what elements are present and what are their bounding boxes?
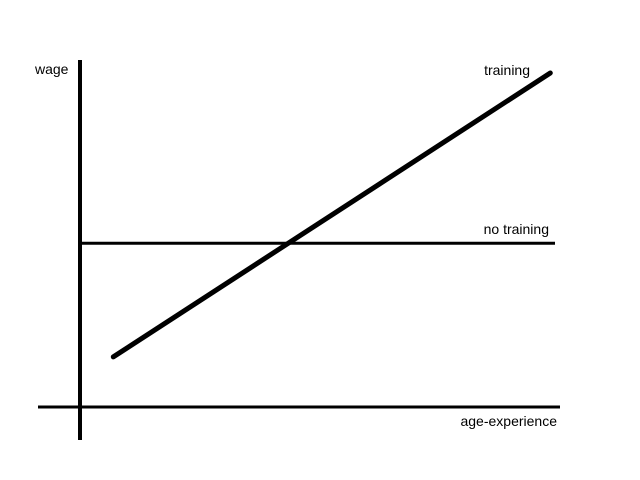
series-line-training <box>110 70 553 360</box>
y-axis-label: wage <box>34 61 69 77</box>
x-axis-label: age-experience <box>460 413 557 429</box>
series-label-no-training: no training <box>484 221 549 237</box>
series-label-training: training <box>484 62 530 78</box>
